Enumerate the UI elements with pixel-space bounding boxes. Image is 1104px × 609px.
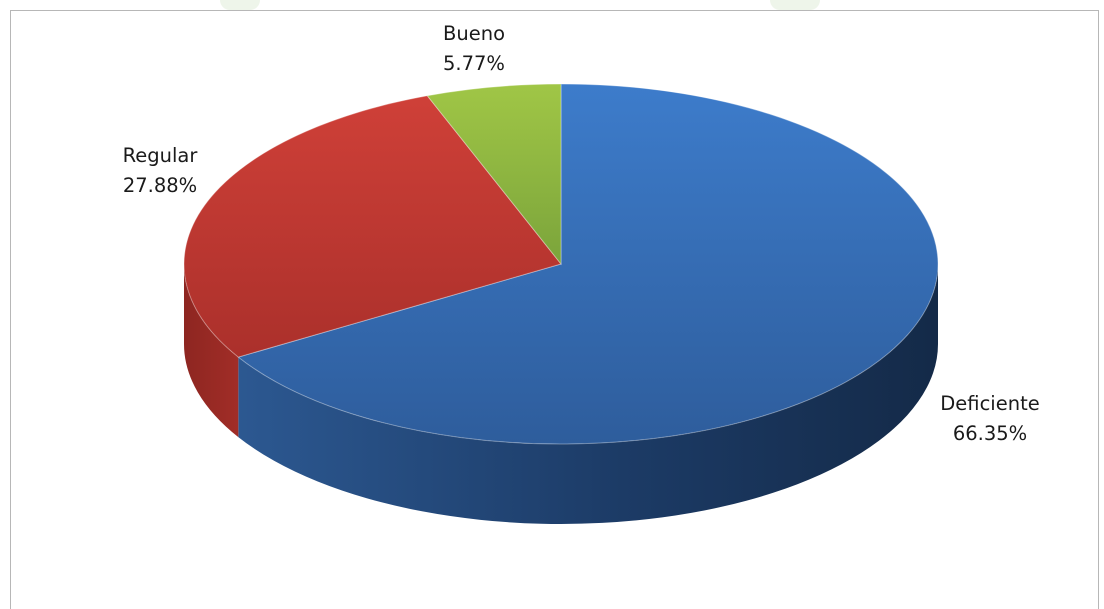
pie-side-deficiente xyxy=(238,264,938,525)
data-label-bueno: Bueno 5.77% xyxy=(443,22,505,75)
data-labels: Deficiente 66.35% Regular 27.88% Bueno 5.77% xyxy=(123,22,1040,445)
data-label-category: Bueno xyxy=(443,22,505,45)
data-label-category: Deficiente xyxy=(940,392,1039,415)
data-label-category: Regular xyxy=(123,144,199,167)
pie-slice-bueno xyxy=(426,83,562,266)
pie-side-layer xyxy=(184,264,938,525)
data-label-regular: Regular 27.88% xyxy=(123,144,199,197)
data-label-value: 66.35% xyxy=(953,422,1027,445)
background-watermark-left xyxy=(220,0,260,10)
data-label-value: 27.88% xyxy=(123,174,197,197)
data-label-value: 5.77% xyxy=(443,52,505,75)
pie-slice-deficiente xyxy=(237,83,939,445)
data-label-deficiente: Deficiente 66.35% xyxy=(940,392,1039,445)
pie-top-layer xyxy=(183,83,939,445)
pie-slice-regular xyxy=(183,95,562,358)
background-watermark-right xyxy=(770,0,820,10)
pie-side-regular xyxy=(184,264,239,438)
